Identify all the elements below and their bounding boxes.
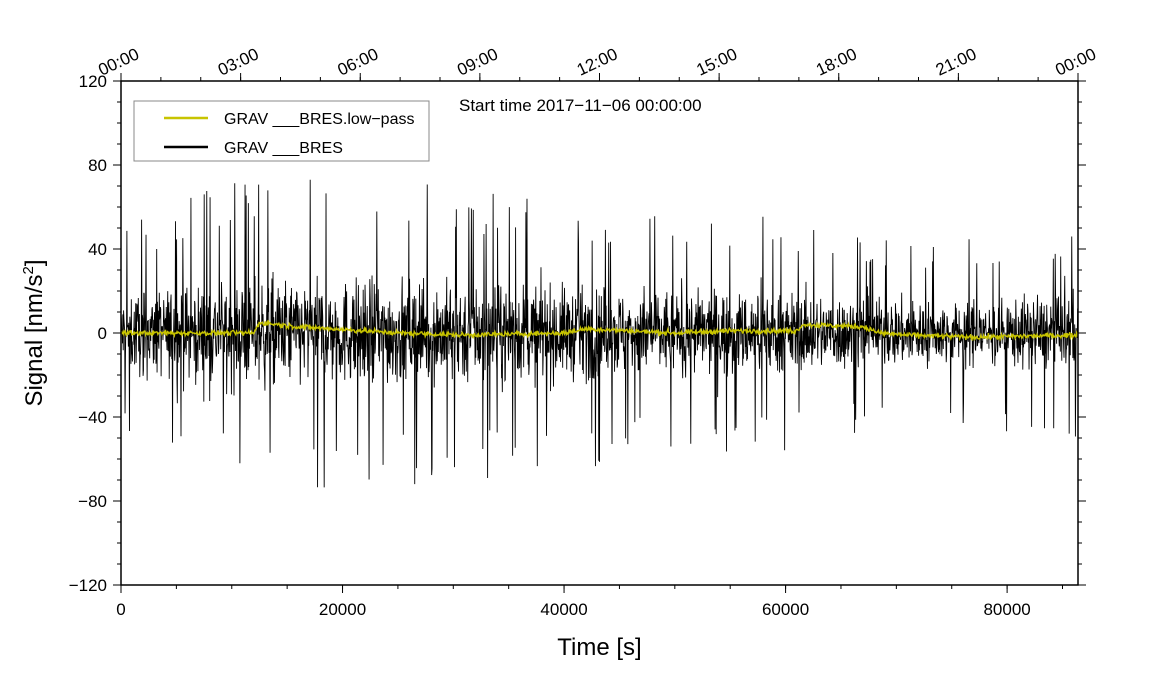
x-axis-top: 00:00 03:00 06:00 09:00 12:00 15:00 18:00 21:00… (95, 44, 1099, 81)
top-tick-label: 06:00 (335, 44, 382, 79)
y-axis-right (1078, 80, 1086, 586)
legend: GRAV ___BRES.low−pass GRAV ___BRES (133, 100, 430, 162)
y-axis-title: Signal [nm/s2] (20, 259, 48, 406)
y-axis-left: −120 −80 −40 0 40 80 120 (69, 72, 121, 595)
top-tick-label: 18:00 (813, 44, 860, 79)
y-tick-label: 0 (98, 324, 107, 343)
y-tick-label: −120 (69, 576, 107, 595)
plot-area (120, 179, 1079, 488)
y-tick-label: 40 (88, 240, 107, 259)
x-axis-bottom: 0 20000 40000 60000 80000 (116, 585, 1063, 619)
y-tick-label: −40 (78, 408, 107, 427)
x-tick-label: 80000 (983, 600, 1030, 619)
x-tick-label: 0 (116, 600, 125, 619)
x-axis-title: Time [s] (557, 634, 641, 661)
legend-box (133, 100, 430, 162)
y-tick-label: 120 (79, 72, 107, 91)
top-tick-label: 15:00 (694, 44, 741, 79)
x-tick-label: 40000 (540, 600, 587, 619)
top-tick-label: 03:00 (215, 44, 262, 79)
top-tick-label: 21:00 (933, 44, 980, 79)
y-tick-label: 80 (88, 156, 107, 175)
x-tick-label: 20000 (319, 600, 366, 619)
top-tick-label: 00:00 (95, 44, 142, 79)
start-time-annotation: Start time 2017−11−06 00:00:00 (459, 96, 702, 115)
y-tick-label: −80 (78, 492, 107, 511)
legend-label-raw: GRAV ___BRES (224, 140, 343, 157)
top-tick-label: 00:00 (1052, 44, 1099, 79)
series-low-pass (120, 319, 1079, 342)
top-tick-label: 09:00 (454, 44, 501, 79)
series-raw-signal (120, 179, 1079, 488)
top-tick-label: 12:00 (574, 44, 621, 79)
legend-label-low-pass: GRAV ___BRES.low−pass (224, 111, 414, 128)
x-tick-label: 60000 (762, 600, 809, 619)
